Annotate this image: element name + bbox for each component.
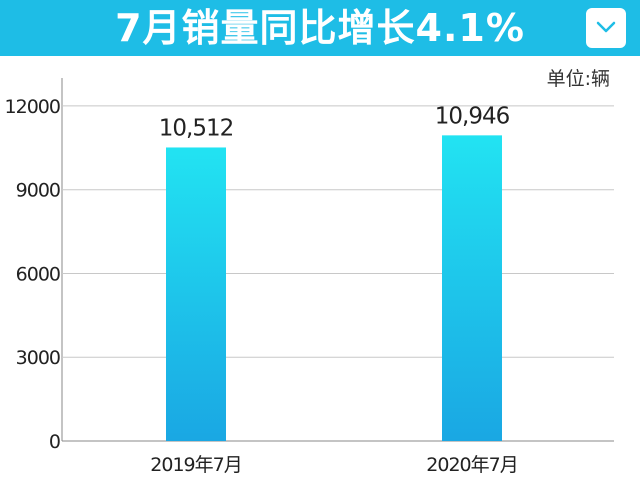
- y-tick-label: 0: [49, 431, 60, 453]
- chart-title: 7月销量同比增长4.1%: [115, 6, 525, 50]
- x-tick-label: 2019年7月: [150, 454, 241, 476]
- y-tick-label: 12000: [5, 96, 60, 118]
- data-label: 10,946: [435, 103, 510, 129]
- y-tick-label: 3000: [16, 347, 60, 369]
- bar: [166, 147, 226, 442]
- collapse-button[interactable]: [586, 8, 626, 48]
- bar: [442, 135, 502, 441]
- y-tick-label: 6000: [16, 263, 60, 285]
- chevron-down-icon: [595, 19, 617, 38]
- title-bar: 7月销量同比增长4.1%: [0, 0, 640, 56]
- y-tick-label: 9000: [16, 180, 60, 202]
- x-tick-label: 2020年7月: [426, 454, 517, 476]
- unit-label: 单位:辆: [546, 68, 610, 90]
- data-label: 10,512: [159, 115, 233, 141]
